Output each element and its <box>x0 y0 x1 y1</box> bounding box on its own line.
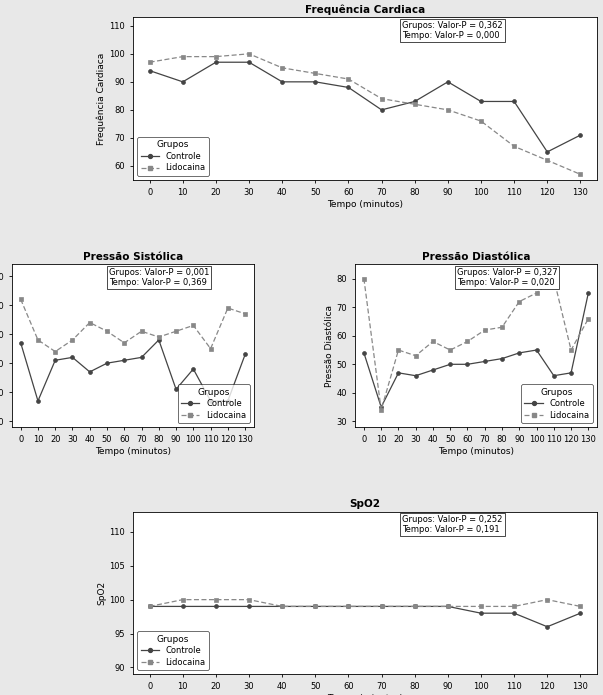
Text: Grupos: Valor-P = 0,327
Tempo: Valor-P = 0,020: Grupos: Valor-P = 0,327 Tempo: Valor-P =… <box>457 268 557 287</box>
Y-axis label: SpO2: SpO2 <box>97 581 106 605</box>
Y-axis label: Frequência Cardiaca: Frequência Cardiaca <box>96 53 106 145</box>
X-axis label: Tempo (minutos): Tempo (minutos) <box>438 447 514 456</box>
Text: Grupos: Valor-P = 0,252
Tempo: Valor-P = 0,191: Grupos: Valor-P = 0,252 Tempo: Valor-P =… <box>402 515 502 534</box>
Title: Pressão Sistólica: Pressão Sistólica <box>83 252 183 262</box>
Legend: Controle, Lidocaina: Controle, Lidocaina <box>137 137 209 176</box>
X-axis label: Tempo (minutos): Tempo (minutos) <box>95 447 171 456</box>
Title: Frequência Cardiaca: Frequência Cardiaca <box>305 5 425 15</box>
Legend: Controle, Lidocaina: Controle, Lidocaina <box>178 384 250 423</box>
Title: Pressão Diastólica: Pressão Diastólica <box>422 252 531 262</box>
Text: Grupos: Valor-P = 0,362
Tempo: Valor-P = 0,000: Grupos: Valor-P = 0,362 Tempo: Valor-P =… <box>402 21 503 40</box>
Title: SpO2: SpO2 <box>350 500 380 509</box>
Y-axis label: Pressão Diastólica: Pressão Diastólica <box>324 305 333 386</box>
Legend: Controle, Lidocaina: Controle, Lidocaina <box>137 631 209 670</box>
X-axis label: Tempo (minutos): Tempo (minutos) <box>327 200 403 209</box>
Text: Grupos: Valor-P = 0,001
Tempo: Valor-P = 0,369: Grupos: Valor-P = 0,001 Tempo: Valor-P =… <box>109 268 209 287</box>
Legend: Controle, Lidocaina: Controle, Lidocaina <box>521 384 593 423</box>
X-axis label: Tempo (minutos): Tempo (minutos) <box>327 694 403 695</box>
